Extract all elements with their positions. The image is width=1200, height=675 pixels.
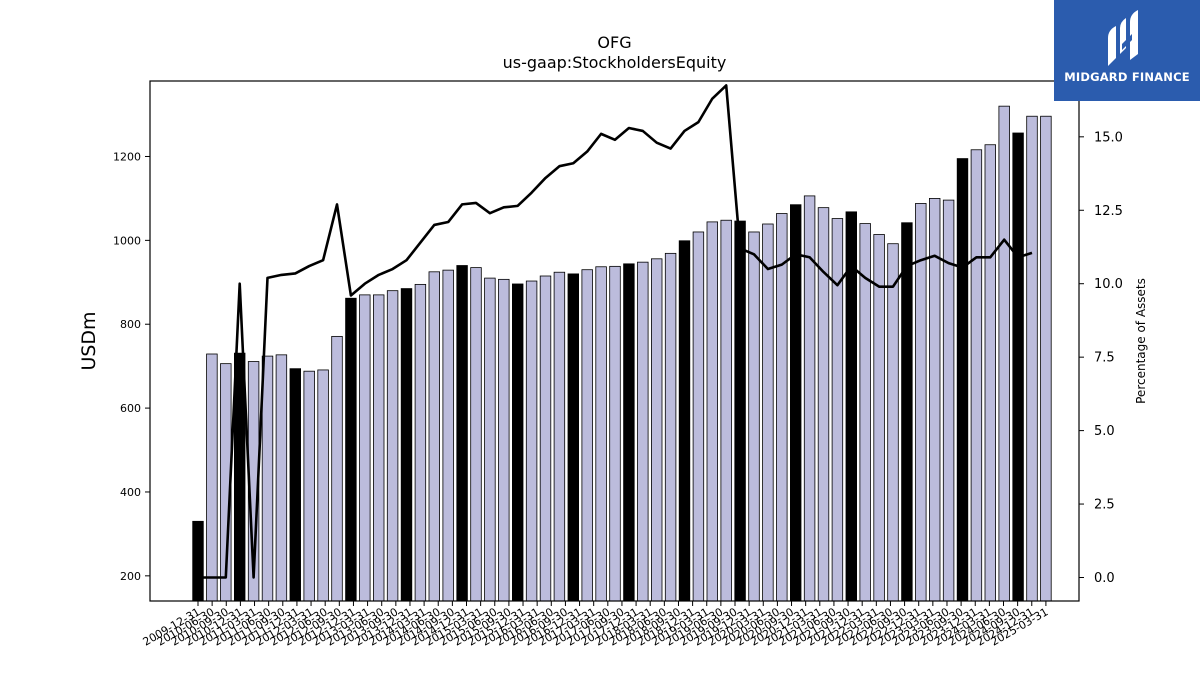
plot-frame	[149, 80, 1080, 602]
bar	[595, 266, 607, 602]
brand-logo: MIDGARD FINANCE	[1054, 0, 1200, 101]
bar	[525, 280, 538, 602]
bar	[956, 158, 969, 602]
bar	[192, 520, 204, 602]
bar	[748, 231, 760, 602]
bar	[901, 222, 913, 602]
bar	[414, 283, 427, 602]
bar	[470, 267, 482, 602]
bar	[970, 149, 983, 602]
bar	[553, 271, 566, 602]
bar	[442, 269, 454, 602]
y-axis-label: USDm	[78, 311, 100, 370]
y2-tick-label: 7.5	[1094, 351, 1115, 366]
bar	[1040, 115, 1052, 602]
y2-axis-label: Percentage of Assets	[1134, 278, 1148, 404]
bar	[678, 240, 691, 602]
bar	[984, 144, 997, 602]
y-axis-right: 0.0 2.5 5.0 7.5 10.0 12.5 15.0	[1079, 130, 1123, 586]
bar	[609, 265, 621, 602]
bar	[400, 288, 413, 602]
bar	[664, 252, 677, 602]
bar	[1026, 115, 1038, 602]
bar	[539, 275, 552, 602]
x-axis: 2009-12-312010-06-302010-09-302010-12-31…	[141, 601, 1050, 649]
bar	[887, 243, 899, 602]
line-layer	[198, 84, 1033, 579]
bar	[651, 258, 663, 602]
bar	[637, 261, 649, 602]
bar	[303, 370, 315, 602]
bar	[428, 271, 441, 602]
bar	[275, 354, 288, 602]
bar	[734, 220, 746, 602]
bar	[359, 294, 371, 602]
y-tick-label: 400	[120, 486, 141, 499]
bar	[498, 278, 510, 602]
bar	[289, 368, 302, 602]
bar	[261, 355, 274, 602]
y-tick-label: 1200	[113, 150, 141, 163]
bar	[206, 353, 218, 602]
bar	[762, 223, 774, 602]
chart-subtitle: us-gaap:StockholdersEquity	[503, 53, 727, 72]
chart-title: OFG	[597, 33, 631, 52]
bar	[1012, 132, 1024, 602]
y2-tick-label: 2.5	[1094, 498, 1115, 513]
y2-tick-label: 12.5	[1094, 204, 1123, 219]
bar	[776, 213, 788, 602]
bar	[581, 269, 593, 602]
y2-tick-label: 10.0	[1094, 277, 1123, 292]
bar	[831, 218, 844, 602]
bars-layer	[192, 105, 1052, 602]
midgard-logo-icon	[1108, 10, 1138, 66]
y2-tick-label: 0.0	[1094, 571, 1115, 586]
bar	[512, 283, 524, 602]
bar	[372, 294, 385, 602]
bar	[998, 105, 1010, 602]
percentage-line	[198, 84, 1033, 579]
y2-tick-label: 15.0	[1094, 130, 1123, 145]
bar	[317, 369, 329, 602]
y-tick-label: 600	[120, 402, 141, 415]
bar	[720, 219, 732, 602]
y2-tick-label: 5.0	[1094, 424, 1115, 439]
y-tick-label: 200	[120, 570, 141, 583]
bar	[345, 297, 357, 602]
bar	[873, 234, 885, 602]
y-tick-label: 1000	[113, 234, 141, 247]
bar	[692, 231, 705, 602]
logo-text: MIDGARD FINANCE	[1064, 70, 1190, 84]
y-axis-left: 200 400 600 800 1000 1200	[113, 150, 150, 583]
bar	[623, 263, 635, 602]
bar	[456, 265, 468, 602]
bar	[567, 273, 580, 602]
bar	[233, 352, 246, 602]
bar	[790, 204, 802, 602]
bar	[331, 335, 343, 602]
bar	[706, 221, 719, 602]
bar	[484, 277, 496, 602]
bar	[386, 290, 399, 602]
y-tick-label: 800	[120, 318, 141, 331]
